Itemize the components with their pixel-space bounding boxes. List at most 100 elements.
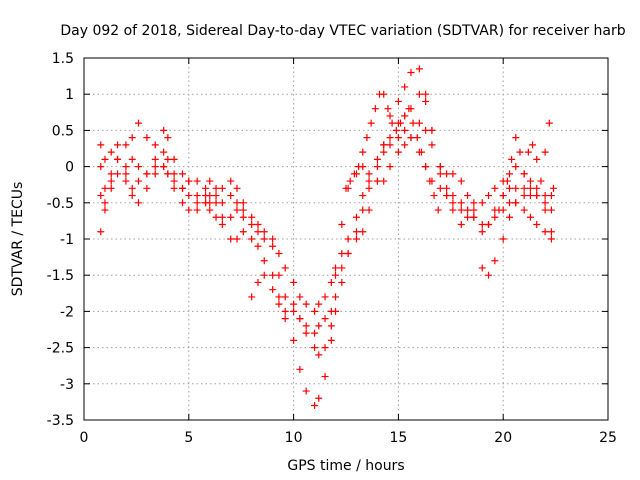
data-point bbox=[338, 278, 346, 286]
data-point bbox=[296, 315, 304, 323]
data-point bbox=[547, 235, 555, 243]
data-point bbox=[290, 336, 298, 344]
x-axis-label: GPS time / hours bbox=[287, 458, 404, 474]
data-point bbox=[526, 184, 534, 192]
data-point bbox=[449, 206, 457, 214]
x-tick-label: 0 bbox=[80, 430, 89, 446]
data-point bbox=[227, 213, 235, 221]
data-point bbox=[359, 206, 367, 214]
data-point bbox=[386, 141, 394, 149]
data-point bbox=[417, 148, 425, 156]
data-point bbox=[464, 213, 472, 221]
data-point bbox=[302, 300, 310, 308]
data-point bbox=[526, 177, 534, 185]
data-point bbox=[338, 249, 346, 257]
data-point bbox=[302, 387, 310, 395]
data-point bbox=[386, 134, 394, 142]
data-point bbox=[269, 286, 277, 294]
data-point bbox=[248, 213, 256, 221]
data-point bbox=[394, 134, 402, 142]
data-point bbox=[407, 134, 415, 142]
data-point bbox=[327, 322, 335, 330]
data-point bbox=[384, 105, 392, 113]
data-point bbox=[206, 199, 214, 207]
data-point bbox=[363, 134, 371, 142]
data-point bbox=[239, 228, 247, 236]
data-point bbox=[449, 170, 457, 178]
data-point bbox=[401, 112, 409, 120]
x-tick-label: 20 bbox=[494, 430, 512, 446]
data-point bbox=[464, 206, 472, 214]
data-point bbox=[373, 163, 381, 171]
data-point bbox=[415, 65, 423, 73]
data-point bbox=[367, 119, 375, 127]
data-point bbox=[101, 155, 109, 163]
data-point bbox=[415, 119, 423, 127]
y-tick-label: 1.5 bbox=[52, 51, 74, 67]
data-point bbox=[392, 126, 400, 134]
data-point bbox=[344, 249, 352, 257]
data-point bbox=[413, 134, 421, 142]
y-tick-label: -1.5 bbox=[47, 268, 74, 284]
data-point bbox=[422, 90, 430, 98]
data-series bbox=[495, 119, 558, 214]
data-point bbox=[547, 228, 555, 236]
data-point bbox=[373, 155, 381, 163]
y-tick-label: -2 bbox=[60, 304, 74, 320]
data-point bbox=[338, 221, 346, 229]
ticks-layer bbox=[83, 57, 609, 421]
data-point bbox=[179, 170, 187, 178]
data-point bbox=[311, 402, 319, 410]
chart-title: Day 092 of 2018, Sidereal Day-to-day VTE… bbox=[60, 23, 625, 39]
data-point bbox=[281, 315, 289, 323]
data-point bbox=[394, 97, 402, 105]
data-point bbox=[290, 300, 298, 308]
data-point bbox=[193, 206, 201, 214]
data-point bbox=[344, 235, 352, 243]
data-point bbox=[311, 307, 319, 315]
data-point bbox=[505, 184, 513, 192]
data-point bbox=[206, 206, 214, 214]
data-point bbox=[311, 329, 319, 337]
data-point bbox=[281, 293, 289, 301]
data-point bbox=[248, 293, 256, 301]
x-tick-label: 5 bbox=[184, 430, 193, 446]
y-tick-label: -1 bbox=[60, 232, 74, 248]
data-point bbox=[114, 155, 122, 163]
data-point bbox=[520, 192, 528, 200]
data-point bbox=[457, 177, 465, 185]
data-point bbox=[449, 192, 457, 200]
data-point bbox=[512, 163, 520, 171]
data-point bbox=[315, 351, 323, 359]
data-point bbox=[533, 155, 541, 163]
data-point bbox=[269, 235, 277, 243]
data-point bbox=[164, 155, 172, 163]
data-point bbox=[107, 148, 115, 156]
data-point bbox=[239, 199, 247, 207]
data-point bbox=[212, 199, 220, 207]
y-tick-label: -2.5 bbox=[47, 341, 74, 357]
y-tick-label: -3.5 bbox=[47, 413, 74, 429]
data-point bbox=[524, 148, 532, 156]
data-point bbox=[359, 148, 367, 156]
data-point bbox=[386, 112, 394, 120]
data-point bbox=[436, 163, 444, 171]
data-point bbox=[520, 206, 528, 214]
data-point bbox=[520, 170, 528, 178]
data-point bbox=[122, 170, 130, 178]
data-point bbox=[170, 170, 178, 178]
data-point bbox=[206, 177, 214, 185]
data-point bbox=[499, 235, 507, 243]
data-point bbox=[311, 344, 319, 352]
data-point bbox=[380, 177, 388, 185]
data-point bbox=[160, 163, 168, 171]
data-point bbox=[409, 119, 417, 127]
data-point bbox=[122, 163, 130, 171]
x-tick-label: 10 bbox=[285, 430, 303, 446]
data-point bbox=[386, 163, 394, 171]
data-point bbox=[260, 228, 268, 236]
data-point bbox=[520, 184, 528, 192]
data-point bbox=[218, 184, 226, 192]
data-point bbox=[434, 206, 442, 214]
